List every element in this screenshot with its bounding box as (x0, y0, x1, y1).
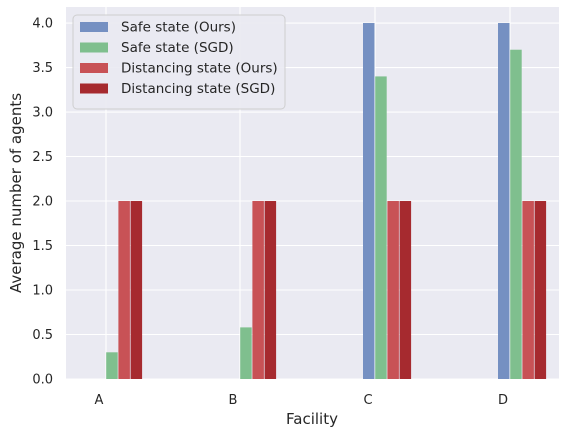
legend-label: Safe state (Ours) (121, 20, 236, 36)
legend-swatch (80, 63, 108, 73)
legend-swatch (80, 42, 108, 53)
legend-frame (72, 14, 286, 110)
y-tick-label: 1.5 (32, 239, 53, 254)
x-tick-label: D (498, 393, 508, 408)
legend-swatch (80, 83, 108, 94)
y-tick-label: 4.0 (32, 17, 53, 32)
legend-label: Safe state (SGD) (121, 40, 234, 56)
y-tick-label: 0.5 (32, 328, 53, 343)
bar (375, 76, 387, 380)
bar (363, 23, 375, 380)
bar (264, 201, 277, 379)
y-tick-label: 0.0 (32, 373, 53, 388)
x-tick-label: C (363, 393, 372, 408)
bar (118, 201, 130, 379)
y-tick-label: 2.5 (32, 150, 53, 165)
x-tick-label: B (229, 393, 238, 408)
y-tick-label: 3.0 (32, 106, 53, 121)
legend: Safe state (Ours) Safe state (SGD) Distanc… (72, 14, 286, 110)
bar (252, 201, 264, 379)
y-tick-label: 3.5 (32, 61, 53, 76)
x-axis-label: Facility (286, 410, 338, 428)
bar (534, 201, 547, 379)
legend-label: Distancing state (Ours) (121, 61, 278, 77)
bar (130, 201, 143, 379)
y-axis-label: Average number of agents (7, 93, 25, 293)
legend-swatch (80, 22, 108, 32)
legend-label: Distancing state (SGD) (121, 81, 275, 97)
bar (399, 201, 412, 379)
bar (522, 201, 534, 379)
bar (510, 49, 522, 379)
bar (498, 23, 510, 380)
bar (106, 352, 118, 379)
bar (240, 327, 252, 379)
y-tick-labels: 0.0 0.5 1.0 1.5 2.0 2.5 3.0 3.5 4.0 (32, 17, 53, 388)
x-tick-label: A (95, 393, 104, 408)
bar (387, 201, 399, 379)
y-tick-label: 1.0 (32, 284, 53, 299)
bars (106, 23, 547, 380)
y-tick-label: 2.0 (32, 195, 53, 210)
x-tick-labels: A B C D (95, 393, 508, 408)
